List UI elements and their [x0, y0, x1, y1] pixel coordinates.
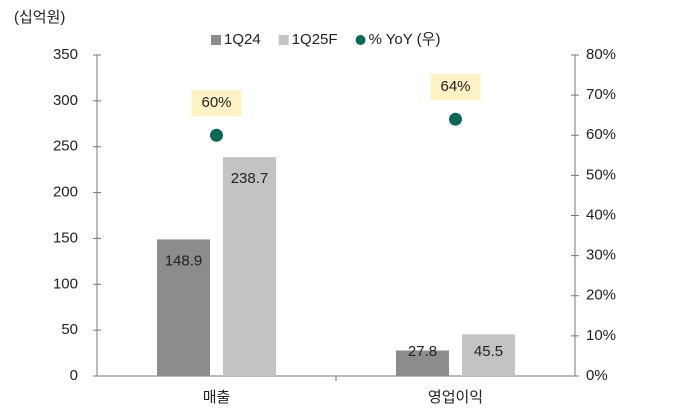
x-tick-label: 매출 — [203, 389, 231, 406]
y-tick-label: 50 — [61, 321, 78, 338]
point-value-label: 60% — [201, 94, 231, 111]
bar-value-label: 148.9 — [165, 252, 203, 269]
point-value-label: 64% — [440, 78, 470, 95]
y2-tick-label: 20% — [586, 287, 616, 304]
legend-label: 1Q25F — [292, 31, 338, 48]
bar — [396, 350, 449, 376]
value-label-box — [430, 74, 481, 101]
yoy-point — [210, 128, 223, 142]
x-tick-label: 영업이익 — [428, 389, 483, 406]
legend-marker — [211, 35, 221, 45]
y2-tick-label: 30% — [586, 247, 616, 264]
legend-marker — [278, 35, 289, 45]
y2-tick-label: 60% — [586, 126, 616, 143]
unit-label: (십억원) — [14, 9, 65, 26]
y-tick-label: 200 — [53, 184, 78, 201]
legend-marker — [355, 35, 366, 45]
y2-tick-label: 70% — [586, 86, 616, 103]
y-tick-label: 350 — [53, 46, 78, 63]
y-tick-label: 0 — [70, 367, 78, 384]
bar-value-label: 27.8 — [408, 343, 437, 360]
bar — [223, 157, 276, 376]
bar — [157, 239, 210, 376]
y2-tick-label: 40% — [586, 206, 616, 223]
y-tick-label: 150 — [53, 229, 78, 246]
bar-value-label: 238.7 — [231, 170, 269, 187]
value-label-box — [191, 90, 242, 117]
legend-label: 1Q24 — [224, 31, 261, 48]
y2-tick-label: 80% — [586, 46, 616, 63]
y-tick-label: 250 — [53, 138, 78, 155]
y-tick-label: 300 — [53, 92, 78, 109]
y-tick-label: 100 — [53, 275, 78, 292]
yoy-point — [449, 112, 462, 126]
bar — [462, 334, 515, 376]
y2-tick-label: 0% — [586, 367, 608, 384]
legend-label: % YoY (우) — [369, 31, 441, 48]
y2-tick-label: 10% — [586, 327, 616, 344]
y2-tick-label: 50% — [586, 166, 616, 183]
bar-value-label: 45.5 — [474, 343, 503, 360]
